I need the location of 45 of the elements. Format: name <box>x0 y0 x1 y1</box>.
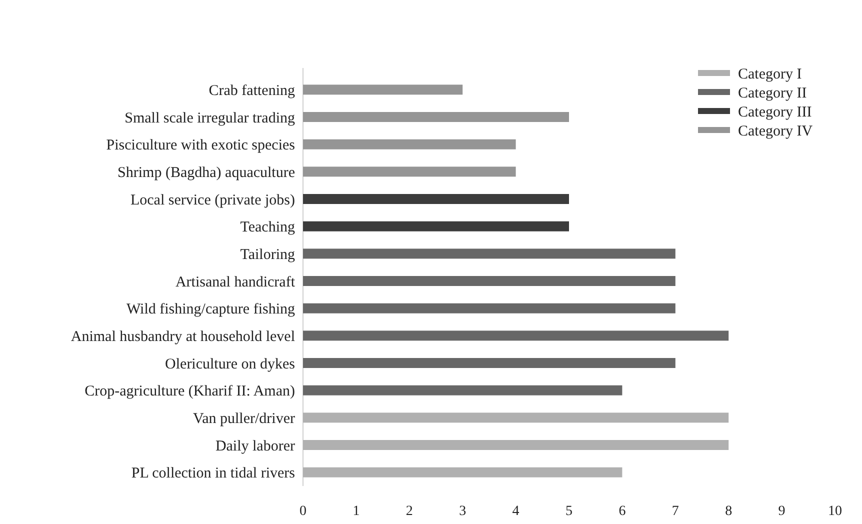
bar <box>303 84 463 95</box>
x-tick-label: 5 <box>566 504 572 519</box>
bar <box>303 358 676 368</box>
x-tick-label: 0 <box>300 504 306 519</box>
x-tick-label: 10 <box>828 504 842 519</box>
bar <box>303 412 729 423</box>
legend-label: Category I <box>738 66 802 82</box>
x-tick-label: 4 <box>512 504 520 519</box>
bar <box>303 248 676 259</box>
x-tick-label: 9 <box>778 504 786 519</box>
y-tick-label: Shrimp (Bagdha) aquaculture <box>118 164 296 181</box>
legend-label: Category III <box>738 104 812 120</box>
y-tick-label: Small scale irregular trading <box>124 110 296 126</box>
y-tick-label: Artisanal handicraft <box>175 274 296 290</box>
bar <box>303 139 516 150</box>
y-tick-label: Tailoring <box>240 246 296 263</box>
x-tick-label: 2 <box>406 504 413 519</box>
y-tick-label: PL collection in tidal rivers <box>131 466 296 482</box>
bar <box>303 194 569 204</box>
bar <box>303 440 729 450</box>
bar <box>303 303 676 314</box>
bar <box>303 467 622 478</box>
x-tick-label: 1 <box>352 504 360 519</box>
x-tick-label: 8 <box>725 504 732 519</box>
bar <box>303 330 729 341</box>
legend-label: Category IV <box>738 123 813 140</box>
y-tick-label: Crab fattening <box>208 82 296 99</box>
bar <box>303 276 676 286</box>
bar <box>303 221 569 232</box>
x-tick-label: 7 <box>672 504 679 519</box>
y-tick-label: Teaching <box>240 220 296 236</box>
bar <box>303 112 569 122</box>
y-tick-label: Van puller/driver <box>192 410 295 427</box>
y-tick-label: Wild fishing/capture fishing <box>126 302 296 318</box>
y-tick-label: Olericulture on dykes <box>165 356 296 372</box>
y-tick-label: Crop-agriculture (Kharif II: Aman) <box>84 384 295 400</box>
y-tick-label: Local service (private jobs) <box>130 192 295 208</box>
x-tick-label: 3 <box>459 504 466 519</box>
y-tick-label: Pisciculture with exotic species <box>106 138 296 154</box>
bar <box>303 166 516 177</box>
y-tick-label: Animal husbandry at household level <box>70 328 295 345</box>
y-tick-label: Daily laborer <box>215 438 295 454</box>
legend-label: Category II <box>738 85 807 102</box>
bar <box>303 385 622 396</box>
x-tick-label: 6 <box>618 504 626 519</box>
